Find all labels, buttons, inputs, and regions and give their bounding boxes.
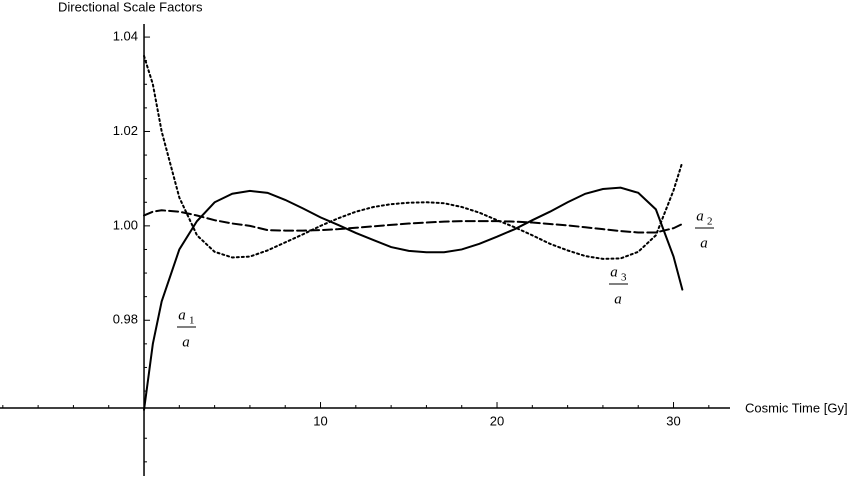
y-tick-label: 1.04: [113, 29, 138, 44]
series-label-denominator: a: [700, 235, 708, 251]
series-label-numerator: a: [610, 264, 618, 280]
line-series: [143, 186, 684, 411]
x-tick-label: 10: [313, 413, 327, 428]
series-label-denominator: a: [182, 334, 190, 350]
series-label-subscript: 2: [707, 216, 713, 228]
line-series: [143, 54, 684, 260]
series-label-subscript: 1: [189, 315, 195, 327]
y-tick-label: 1.02: [113, 123, 138, 138]
x-tick-label: 30: [666, 413, 680, 428]
series-label-subscript: 3: [621, 272, 627, 284]
y-tick-label: 0.98: [113, 312, 138, 327]
series-label-numerator: a: [178, 307, 186, 323]
series-label-denominator: a: [614, 291, 622, 307]
series-label-numerator: a: [696, 208, 704, 224]
line-series: [143, 209, 684, 234]
y-tick-label: 1.00: [113, 217, 138, 232]
y-axis-label: Directional Scale Factors: [58, 0, 203, 14]
x-tick-label: 20: [490, 413, 504, 428]
x-axis-label: Cosmic Time [Gy]: [745, 400, 848, 415]
